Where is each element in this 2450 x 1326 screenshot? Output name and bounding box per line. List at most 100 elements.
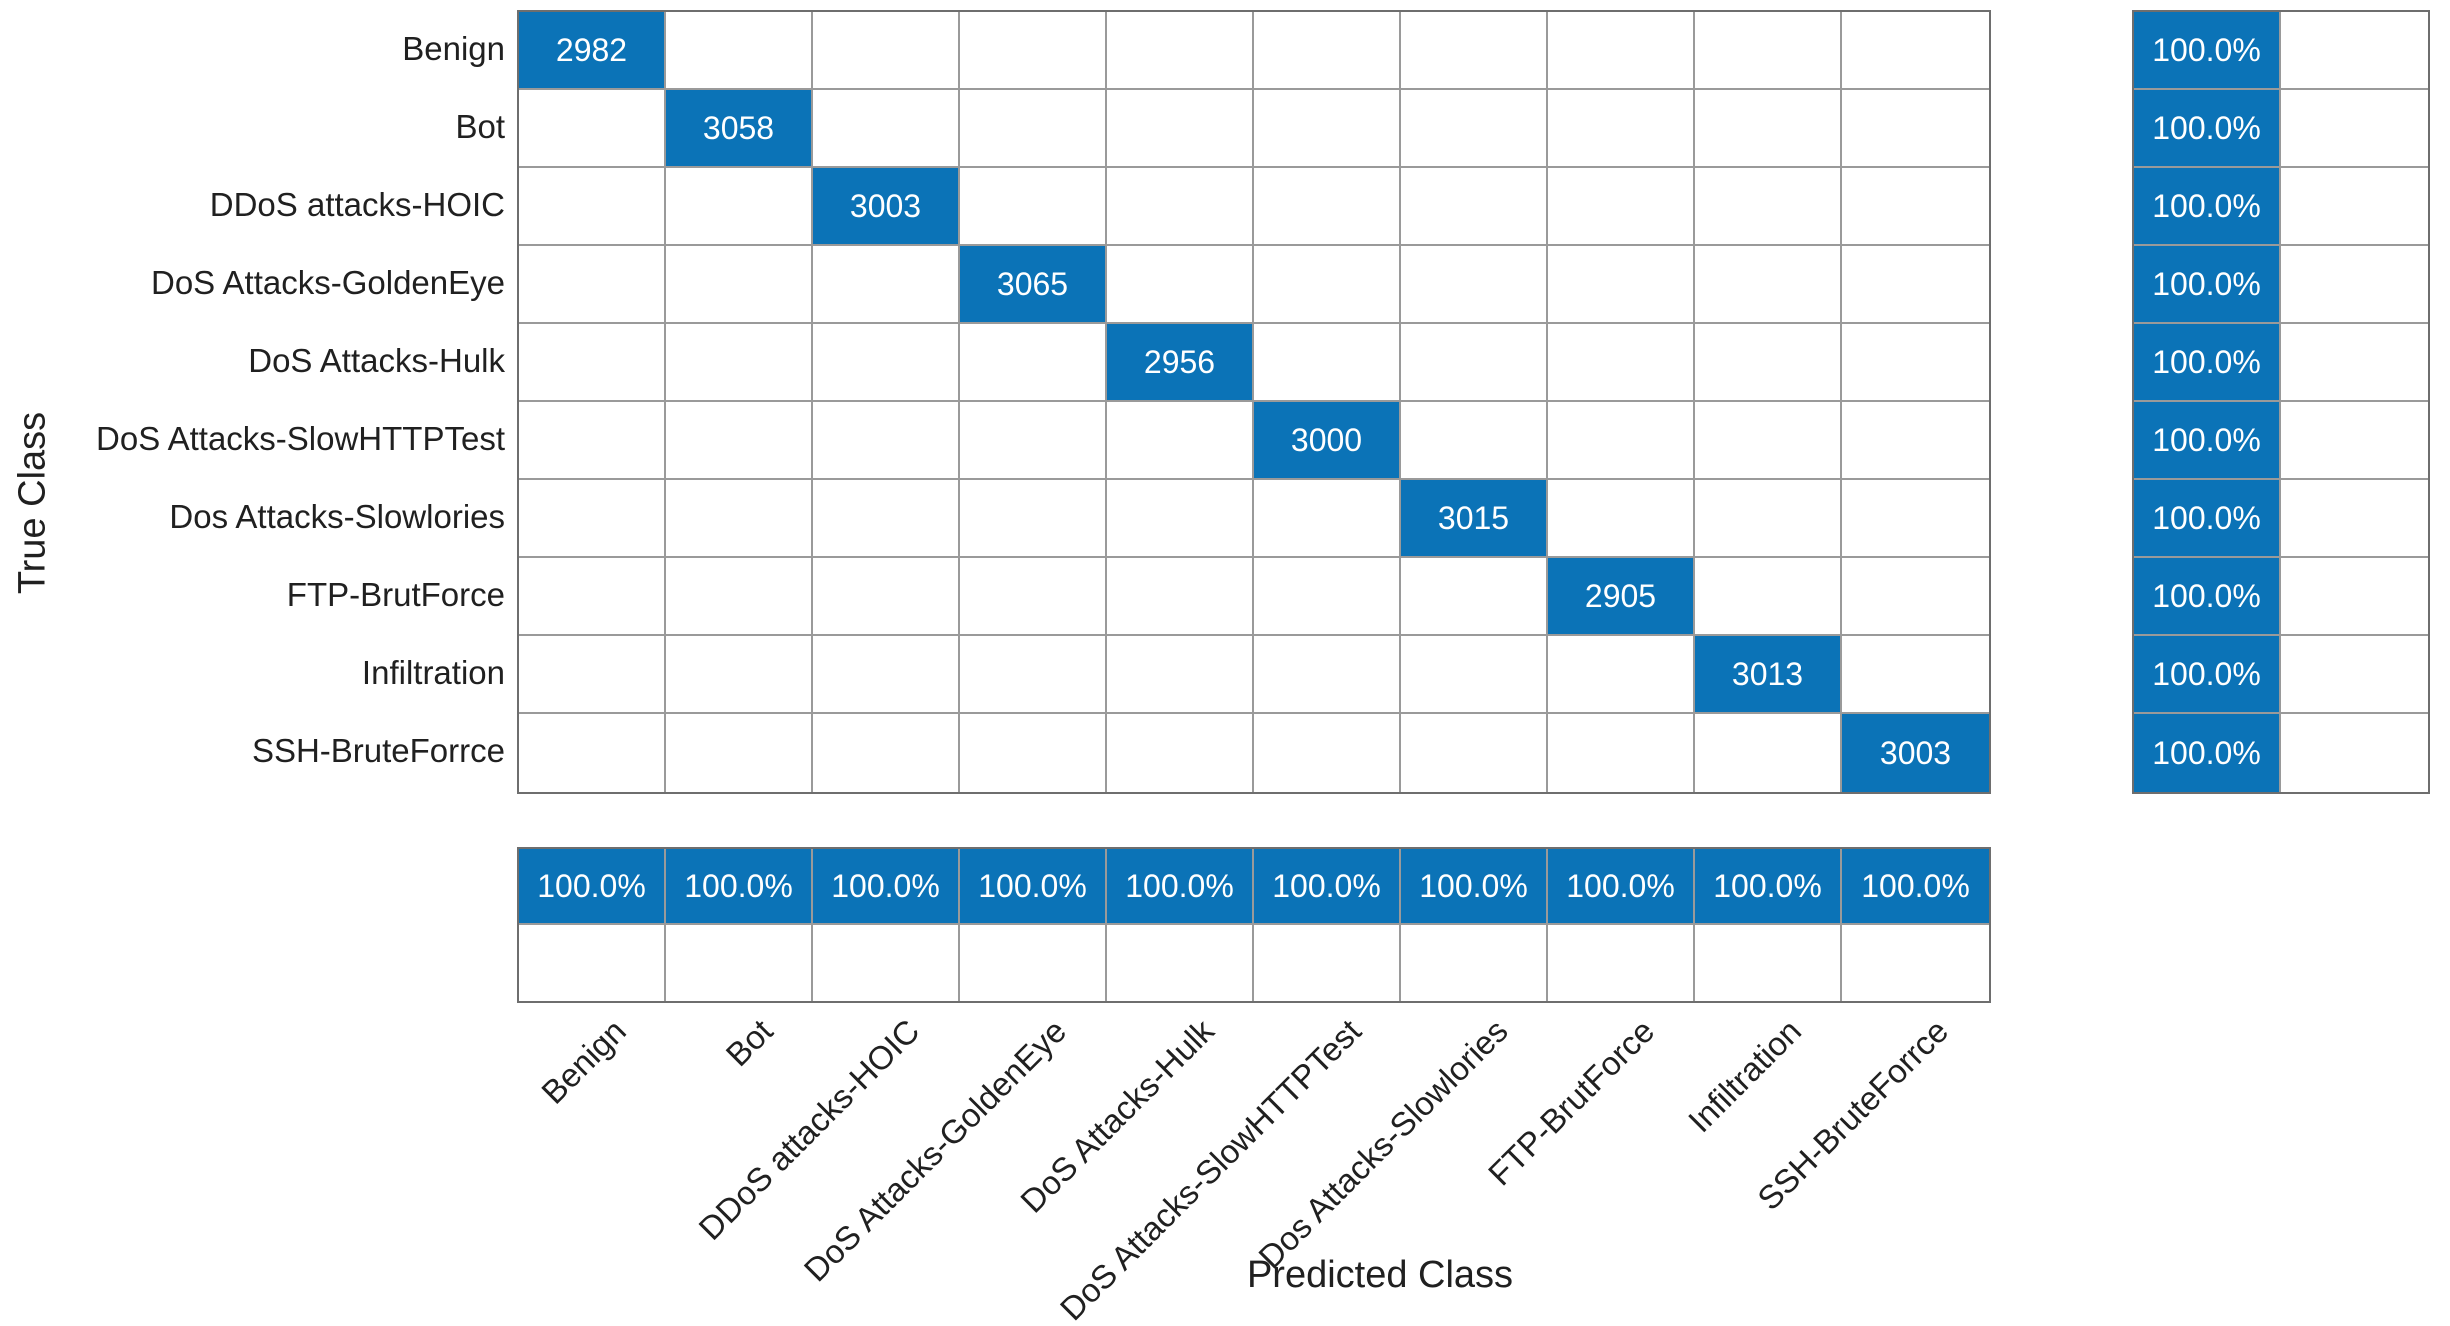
matrix-cell-diagonal: 3000: [1254, 402, 1401, 480]
matrix-cell: [813, 324, 960, 402]
y-tick-label: SSH-BruteForrce: [251, 732, 505, 769]
column-summary-percent-cell: 100.0%: [813, 849, 960, 925]
matrix-cell: [1107, 246, 1254, 324]
matrix-cell: [519, 90, 666, 168]
matrix-cell: [960, 402, 1107, 480]
matrix-cell: [1695, 12, 1842, 90]
matrix-cell: [1695, 246, 1842, 324]
matrix-cell: [1401, 246, 1548, 324]
matrix-cell: [1842, 480, 1989, 558]
matrix-cell: [666, 480, 813, 558]
matrix-cell: [1107, 90, 1254, 168]
matrix-cell: [1401, 12, 1548, 90]
matrix-cell: [813, 480, 960, 558]
matrix-cell: [960, 324, 1107, 402]
matrix-cell: [960, 12, 1107, 90]
x-tick-label: FTP-BrutForce: [1481, 1012, 1662, 1193]
x-tick-label: Infiltration: [1681, 1012, 1809, 1140]
row-summary-percent-cell: 100.0%: [2134, 168, 2281, 246]
column-summary-percent-cell: 100.0%: [519, 849, 666, 925]
matrix-cell: [1107, 12, 1254, 90]
matrix-cell: [1695, 558, 1842, 636]
matrix-cell: [1842, 636, 1989, 714]
matrix-cell: [1254, 480, 1401, 558]
matrix-cell: [1842, 246, 1989, 324]
column-summary-percent-cell: 100.0%: [1107, 849, 1254, 925]
matrix-cell: [960, 636, 1107, 714]
y-tick-label: DDoS attacks-HOIC: [209, 186, 505, 223]
matrix-cell: [1548, 402, 1695, 480]
matrix-cell-diagonal: 3013: [1695, 636, 1842, 714]
row-summary-percent-cell: 100.0%: [2134, 558, 2281, 636]
column-summary-empty-cell: [666, 925, 813, 1001]
matrix-cell: [519, 402, 666, 480]
row-summary-empty-cell: [2281, 402, 2428, 480]
matrix-cell: [1107, 714, 1254, 792]
matrix-cell: [1254, 558, 1401, 636]
column-summary-empty-cell: [1401, 925, 1548, 1001]
row-summary-empty-cell: [2281, 168, 2428, 246]
matrix-cell: [1401, 402, 1548, 480]
row-summary-empty-cell: [2281, 12, 2428, 90]
matrix-cell-diagonal: 2905: [1548, 558, 1695, 636]
matrix-cell: [666, 246, 813, 324]
matrix-cell: [1107, 168, 1254, 246]
matrix-cell: [1695, 324, 1842, 402]
column-summary-empty-cell: [1254, 925, 1401, 1001]
y-tick-label: Dos Attacks-Slowlories: [169, 498, 505, 535]
x-tick-label: DDoS attacks-HOIC: [691, 1012, 927, 1247]
row-summary-percent-cell: 100.0%: [2134, 636, 2281, 714]
matrix-cell-diagonal: 3003: [813, 168, 960, 246]
matrix-cell: [1401, 636, 1548, 714]
row-summary-empty-cell: [2281, 480, 2428, 558]
column-summary-percent-cell: 100.0%: [666, 849, 813, 925]
matrix-cell: [813, 558, 960, 636]
matrix-cell: [1842, 324, 1989, 402]
matrix-cell: [1548, 168, 1695, 246]
y-tick-label: Bot: [455, 108, 505, 145]
column-summary-percent-cell: 100.0%: [1842, 849, 1989, 925]
matrix-cell: [813, 714, 960, 792]
column-summary-percent-cell: 100.0%: [1254, 849, 1401, 925]
matrix-cell: [666, 714, 813, 792]
matrix-cell: [666, 324, 813, 402]
matrix-cell: [1401, 714, 1548, 792]
y-tick-label: DoS Attacks-Hulk: [248, 342, 505, 379]
matrix-cell-diagonal: 3003: [1842, 714, 1989, 792]
matrix-cell: [1401, 90, 1548, 168]
matrix-cell: [519, 480, 666, 558]
matrix-cell: [960, 168, 1107, 246]
matrix-cell: [1548, 714, 1695, 792]
confusion-matrix-grid: 2982 3058 3003 3065 2956 3000 3015 2905 3013 3003: [517, 10, 1991, 794]
row-summary-percent-cell: 100.0%: [2134, 402, 2281, 480]
matrix-cell: [1548, 246, 1695, 324]
matrix-cell: [813, 90, 960, 168]
matrix-cell: [960, 558, 1107, 636]
column-summary-empty-cell: [1548, 925, 1695, 1001]
column-summary-percent-cell: 100.0%: [960, 849, 1107, 925]
matrix-cell: [1254, 714, 1401, 792]
matrix-cell: [1842, 168, 1989, 246]
matrix-cell: [666, 558, 813, 636]
matrix-cell: [666, 402, 813, 480]
x-tick-label: DoS Attacks-GoldenEye: [797, 1012, 1074, 1289]
row-summary-percent-cell: 100.0%: [2134, 714, 2281, 792]
matrix-cell-diagonal: 3015: [1401, 480, 1548, 558]
y-tick-label: Benign: [402, 30, 505, 67]
matrix-cell: [1695, 402, 1842, 480]
column-summary-percent-cell: 100.0%: [1695, 849, 1842, 925]
column-summary-empty-cell: [1695, 925, 1842, 1001]
column-summary-percent-cell: 100.0%: [1401, 849, 1548, 925]
x-tick-label: SSH-BruteForrce: [1750, 1012, 1956, 1218]
matrix-cell-diagonal: 3065: [960, 246, 1107, 324]
column-summary-empty-cell: [813, 925, 960, 1001]
matrix-cell: [1842, 12, 1989, 90]
matrix-cell: [1695, 90, 1842, 168]
x-tick-label: Bot: [718, 1012, 780, 1074]
y-tick-label: Infiltration: [361, 654, 505, 691]
y-tick-label: FTP-BrutForce: [286, 576, 505, 613]
matrix-cell: [1548, 12, 1695, 90]
matrix-cell: [1254, 324, 1401, 402]
matrix-cell: [813, 246, 960, 324]
matrix-cell: [666, 12, 813, 90]
